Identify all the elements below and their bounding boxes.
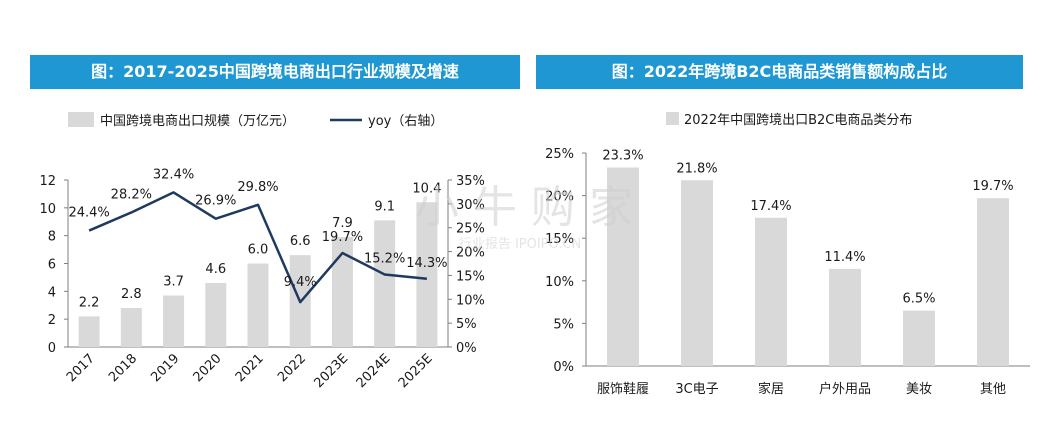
legend-label-line: yoy（右轴）	[368, 114, 443, 129]
left-y-tick-label: 12	[39, 174, 56, 189]
y-tick-label: 10%	[545, 275, 574, 290]
left-y-tick-label: 4	[48, 285, 56, 300]
x-tick-label: 家居	[758, 381, 784, 397]
x-tick-label: 2023E	[311, 351, 351, 391]
x-tick-label: 户外用品	[819, 381, 871, 397]
yoy-data-label: 9.4%	[284, 275, 317, 290]
right-y-tick-label: 35%	[456, 174, 485, 189]
yoy-data-label: 15.2%	[364, 251, 405, 266]
y-tick-label: 20%	[545, 190, 574, 205]
bar	[120, 308, 142, 347]
legend-swatch-bar	[68, 112, 94, 127]
x-tick-label: 服饰鞋履	[597, 381, 649, 397]
bar-data-label: 10.4	[412, 181, 441, 196]
yoy-data-label: 29.8%	[237, 180, 278, 195]
x-tick-label: 2018	[106, 351, 140, 385]
x-tick-label: 2025E	[396, 351, 436, 391]
x-tick-label: 2022	[275, 351, 309, 385]
bar	[78, 316, 100, 347]
left-y-tick-label: 8	[48, 230, 56, 245]
bar	[681, 180, 713, 366]
bar-data-label: 6.6	[290, 234, 311, 249]
bar	[416, 202, 438, 347]
bar-data-label: 11.4%	[824, 250, 865, 265]
yoy-data-label: 28.2%	[111, 187, 152, 202]
x-tick-label: 2019	[148, 351, 182, 385]
right-chart-title: 图：2022年跨境B2C电商品类销售额构成占比	[536, 55, 1023, 89]
bar	[331, 237, 353, 347]
yoy-data-label: 32.4%	[153, 167, 194, 182]
bar-data-label: 4.6	[205, 262, 226, 277]
right-y-tick-label: 10%	[456, 293, 485, 308]
bar-data-label: 21.8%	[676, 161, 717, 176]
bar	[163, 295, 185, 347]
y-tick-label: 25%	[545, 147, 574, 162]
x-tick-label: 2017	[64, 351, 98, 385]
bar	[829, 268, 861, 366]
yoy-data-label: 24.4%	[68, 206, 109, 221]
yoy-data-label: 19.7%	[322, 230, 363, 245]
x-tick-label: 3C电子	[675, 382, 718, 397]
right-y-tick-label: 30%	[456, 198, 485, 213]
yoy-data-label: 26.9%	[195, 194, 236, 209]
right-y-tick-label: 5%	[456, 317, 477, 332]
y-tick-label: 5%	[553, 317, 574, 332]
y-tick-label: 15%	[545, 232, 574, 247]
x-tick-label: 2020	[191, 351, 225, 385]
x-tick-label: 美妆	[906, 382, 932, 397]
bar-data-label: 6.0	[248, 243, 269, 258]
bar-data-label: 2.2	[79, 295, 100, 310]
bar	[977, 198, 1009, 366]
bar-data-label: 17.4%	[750, 199, 791, 214]
x-tick-label: 其他	[980, 382, 1006, 397]
left-y-tick-label: 0	[48, 341, 56, 356]
y-tick-label: 0%	[553, 360, 574, 375]
left-chart-title: 图：2017-2025中国跨境电商出口行业规模及增速	[30, 55, 520, 89]
bar	[607, 167, 639, 366]
right-y-tick-label: 25%	[456, 222, 485, 237]
watermark-subtext: 行业报告 IPOIPO.CN	[459, 237, 581, 252]
yoy-line	[88, 191, 428, 304]
x-tick-label: 2021	[233, 351, 267, 385]
right-y-tick-label: 0%	[456, 341, 477, 356]
bar-data-label: 9.1	[374, 199, 395, 214]
left-y-tick-label: 6	[48, 258, 56, 273]
bar-data-label: 6.5%	[902, 292, 935, 307]
bar-data-label: 23.3%	[602, 148, 643, 163]
bar-data-label: 3.7	[163, 275, 184, 290]
x-tick-label: 2024E	[354, 351, 394, 391]
bar	[247, 263, 269, 347]
right-y-tick-label: 20%	[456, 246, 485, 261]
bar-data-label: 2.8	[121, 287, 142, 302]
bar-data-label: 7.9	[332, 216, 353, 231]
left-y-tick-label: 2	[48, 313, 56, 328]
bar	[205, 282, 227, 347]
legend-label-category: 2022年中国跨境出口B2C电商品类分布	[684, 113, 912, 128]
watermark-logo-text: 小 牛 购 家	[415, 182, 633, 233]
legend-swatch-category	[666, 112, 679, 125]
right-y-tick-label: 15%	[456, 269, 485, 284]
bar-data-label: 19.7%	[972, 179, 1013, 194]
yoy-data-label: 14.3%	[406, 256, 447, 271]
legend-label-bar: 中国跨境电商出口规模（万亿元）	[100, 114, 295, 129]
bar	[903, 310, 935, 366]
left-y-tick-label: 10	[39, 202, 56, 217]
bar	[374, 220, 396, 347]
bar	[755, 217, 787, 366]
